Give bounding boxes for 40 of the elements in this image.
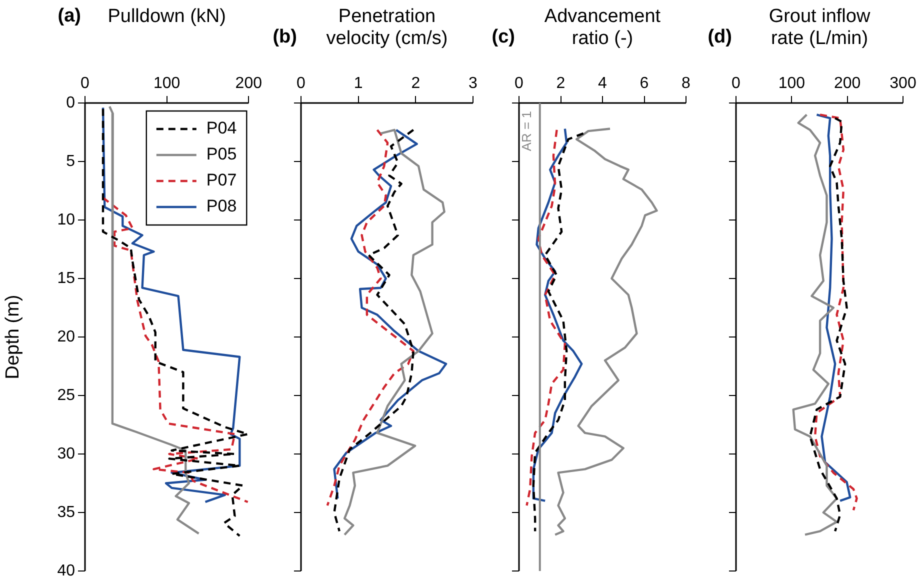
x-tick-label: 300: [890, 74, 916, 92]
x-tick-label: 0: [732, 74, 741, 92]
x-axis-title: Grout inflow rate (L/min): [768, 6, 870, 50]
y-tick-label: 30: [57, 445, 76, 462]
x-tick-label: 0: [80, 74, 90, 92]
x-tick-label: 2: [411, 74, 420, 92]
x-tick-label: 0: [514, 74, 524, 92]
chart-title: (b): [272, 26, 297, 48]
x-axis-title: Penetration velocity (cm/s): [326, 6, 448, 50]
x-tick-label: 1: [354, 74, 363, 92]
y-tick-label: 0: [66, 94, 76, 112]
x-tick-label: 0: [296, 74, 306, 92]
chart-title: (d): [708, 26, 732, 48]
x-tick-label: 2: [556, 74, 566, 92]
legend-label: P05: [206, 144, 237, 164]
x-tick-label: 6: [640, 74, 649, 92]
x-tick-label: 200: [235, 74, 262, 92]
chart-title: (c): [492, 26, 515, 48]
y-axis-title: Depth (m): [2, 294, 24, 380]
y-tick-label: 5: [66, 152, 76, 170]
chart-title: (a): [58, 6, 81, 27]
y-tick-label: 25: [57, 386, 76, 404]
x-tick-label: 100: [153, 74, 180, 92]
x-axis-title: Advancement ratio (-): [544, 6, 662, 50]
line-series: [102, 196, 249, 504]
x-tick-label: 3: [468, 74, 478, 92]
ref-line-label: AR = 1: [518, 111, 534, 152]
x-tick-label: 4: [598, 74, 608, 92]
y-tick-label: 20: [57, 328, 76, 346]
x-tick-label: 100: [778, 74, 806, 92]
x-tick-label: 8: [682, 74, 691, 92]
legend-label: P08: [206, 196, 237, 216]
x-tick-label: 200: [834, 74, 861, 92]
x-axis-title: Pulldown (kN): [108, 6, 226, 28]
legend-label: P07: [206, 170, 237, 190]
legend-label: P04: [206, 118, 237, 138]
y-tick-label: 35: [57, 504, 76, 521]
y-tick-label: 10: [57, 211, 76, 228]
y-tick-label: 15: [57, 270, 76, 287]
y-tick-label: 40: [57, 562, 76, 580]
